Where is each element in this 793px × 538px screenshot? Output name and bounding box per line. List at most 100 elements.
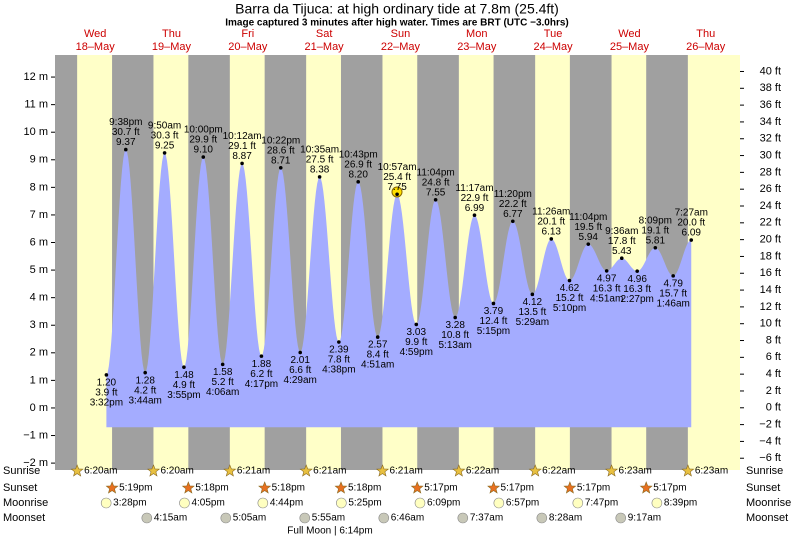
y2-tick-label: 18 ft: [760, 250, 781, 262]
extreme-dot: [298, 350, 303, 355]
day-date: 25–May: [610, 41, 650, 53]
moonset-icon: [615, 512, 627, 524]
tide-label: 2:27pm: [621, 294, 654, 305]
y-tick-label: 10 m: [24, 126, 48, 138]
extreme-dot: [143, 370, 147, 375]
tide-label: 8:09pm: [639, 215, 672, 226]
tide-label: 10:43pm: [339, 149, 378, 160]
y2-tick-label: −2 ft: [759, 419, 781, 431]
moonrise-icon: [100, 497, 112, 509]
y-tick-label: 7 m: [30, 209, 48, 221]
tide-label: 11:04pm: [569, 212, 607, 223]
row-label: Moonset: [3, 512, 45, 524]
y-tick-label: 1 m: [30, 374, 48, 386]
y2-tick-label: 8 ft: [766, 334, 781, 346]
tide-label: 16.3 ft: [623, 284, 651, 295]
sunrise-time: 6:21am: [313, 466, 346, 477]
tide-label: 29.1 ft: [228, 141, 256, 152]
y2-tick-label: 24 ft: [760, 200, 781, 212]
tide-label: 22.9 ft: [461, 193, 489, 204]
tide-label: 4.79: [663, 279, 683, 290]
extreme-dot: [653, 245, 658, 250]
sunrise-icon: [681, 464, 695, 477]
tide-label: 11:04pm: [417, 167, 455, 178]
sunrise-time: 6:21am: [237, 466, 270, 477]
extreme-dot: [689, 238, 694, 242]
tide-label: 10:57am: [378, 162, 417, 173]
y2-tick-label: −6 ft: [759, 452, 781, 464]
day-date: 21–May: [305, 41, 345, 53]
tide-label: 7.55: [426, 187, 446, 198]
sunrise-time: 6:20am: [160, 466, 193, 477]
moonset-icon: [536, 512, 548, 524]
tide-label: 5:10pm: [553, 303, 586, 314]
tide-label: 7.75: [387, 182, 407, 193]
moonrise-time: 7:47pm: [585, 498, 618, 509]
extreme-dot: [356, 180, 360, 184]
sunset-icon: [105, 481, 119, 494]
y2-tick-label: 32 ft: [760, 133, 781, 145]
tide-label: 4.62: [560, 283, 580, 294]
moonset-time: 6:46am: [391, 513, 424, 524]
sunset-time: 5:17pm: [424, 483, 457, 494]
day-date: 22–May: [381, 41, 421, 53]
day-name: Mon: [466, 28, 487, 40]
tide-label: 9:36am: [605, 226, 638, 237]
y-tick-label: 11 m: [24, 99, 48, 111]
extreme-dot: [530, 292, 535, 297]
sunrise-icon: [452, 464, 466, 477]
moonrise-icon: [572, 497, 584, 509]
row-label: Sunset: [746, 482, 780, 494]
day-date: 19–May: [152, 41, 192, 53]
daylight-band: [687, 55, 740, 470]
tide-label: 3.28: [445, 320, 465, 331]
tide-label: 11:20pm: [494, 189, 532, 200]
sunset-time: 5:17pm: [577, 483, 610, 494]
tide-label: 6.13: [542, 227, 562, 238]
tide-label: 27.5 ft: [306, 155, 334, 166]
tide-label: 6.2 ft: [250, 369, 272, 380]
moonset-time: 5:05am: [233, 513, 266, 524]
moonrise-icon: [336, 497, 347, 509]
tide-label: 19.5 ft: [574, 222, 602, 233]
y2-tick-label: 20 ft: [760, 234, 781, 246]
tide-label: 4:29am: [284, 375, 317, 386]
extreme-dot: [619, 256, 624, 261]
tide-label: 5:13am: [439, 340, 472, 351]
y2-tick-label: 26 ft: [760, 183, 781, 195]
tide-label: 7:27am: [675, 208, 708, 219]
y-tick-label: 12 m: [24, 71, 48, 83]
daylight-band: [77, 55, 113, 470]
moonrise-icon: [493, 497, 505, 509]
y2-tick-label: 16 ft: [760, 267, 781, 279]
extreme-dot: [453, 315, 457, 320]
extreme-dot: [182, 365, 186, 369]
row-label: Moonset: [746, 512, 788, 524]
tide-label: 30.7 ft: [112, 127, 140, 138]
day-name: Fri: [241, 28, 254, 40]
tide-label: 8.71: [271, 155, 291, 166]
tide-label: 2.39: [329, 345, 349, 356]
y2-tick-label: 36 ft: [760, 99, 781, 111]
moonset-time: 7:37am: [470, 513, 503, 524]
tide-label: 13.5 ft: [518, 307, 546, 318]
tide-label: 15.2 ft: [556, 293, 584, 304]
tide-label: 30.3 ft: [151, 131, 179, 142]
sunset-icon: [487, 481, 501, 494]
tide-label: 10:12am: [223, 131, 262, 142]
tide-area: [106, 149, 692, 428]
tide-label: 3.9 ft: [95, 388, 117, 399]
tide-label: 24.8 ft: [422, 177, 450, 188]
tide-label: 4:59pm: [400, 347, 433, 358]
extreme-dot: [433, 197, 438, 202]
tide-label: 8.20: [348, 169, 368, 180]
tide-label: 17.8 ft: [608, 236, 636, 247]
sunset-time: 5:18pm: [272, 483, 305, 494]
moon-phase: Full Moon | 6:14pm: [287, 526, 372, 537]
chart-title: Barra da Tijuca: at high ordinary tide a…: [235, 1, 559, 17]
tide-label: 3:44am: [129, 395, 162, 406]
y-tick-label: 9 m: [30, 154, 48, 166]
chart-subtitle: Image captured 3 minutes after high wate…: [225, 18, 569, 29]
extreme-dot: [414, 322, 419, 327]
